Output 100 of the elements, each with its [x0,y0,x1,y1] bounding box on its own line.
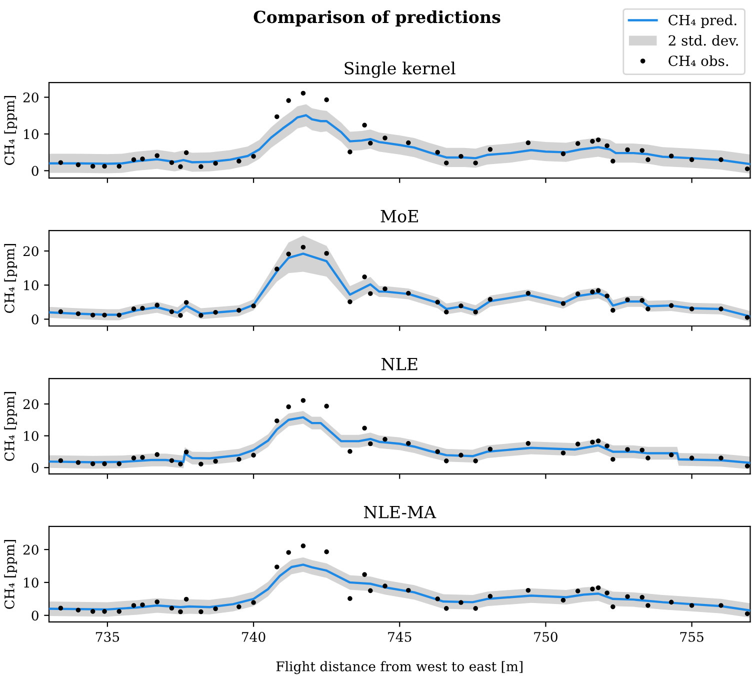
point [668,303,674,308]
point [640,298,645,303]
point [286,252,291,256]
point [444,458,449,464]
point [368,140,373,146]
point [286,98,291,103]
chart-subtitle: Single kernel [344,62,456,78]
y-tick-label: 20 [23,399,38,410]
point [236,308,242,313]
point [640,148,645,153]
point [610,158,616,164]
point [444,160,449,166]
point [300,398,306,403]
point [640,594,645,600]
point [689,456,694,460]
point [689,603,694,608]
y-tick-label: 0 [32,462,38,473]
point [368,588,373,594]
point [140,306,145,311]
point [718,456,724,460]
point [140,455,145,460]
point [169,606,174,611]
point [154,452,160,457]
point [458,600,464,605]
point [382,136,388,140]
point [102,312,107,318]
point [604,590,610,596]
point [178,462,183,467]
point [435,596,440,602]
point [154,599,160,604]
y-tick-label: 10 [24,578,38,588]
x-tick-label: 740 [242,632,266,642]
point [718,157,724,162]
point [169,458,174,464]
point [116,312,122,318]
y-tick-label: 0 [32,610,38,621]
point [625,297,630,302]
point [90,312,96,318]
point [744,464,750,468]
point [274,114,280,120]
point [76,311,81,316]
point [444,606,449,611]
point [744,166,750,172]
point [90,164,96,169]
point [575,141,580,146]
y-axis-title: CH₄ [ppm] [4,392,17,461]
chart-title: Comparison of predictions [254,10,500,26]
point [368,441,373,446]
point [744,315,750,320]
point [116,609,122,614]
point [198,164,204,170]
point [169,160,174,165]
point [90,609,96,614]
point [102,461,107,466]
point [406,290,411,296]
y-tick-label: 20 [23,246,38,256]
point [488,146,493,152]
chart-title: NLE [382,358,418,370]
point [362,572,367,577]
point [236,456,242,462]
point [198,609,204,614]
y-tick-label: 10 [24,431,38,441]
point [382,286,388,292]
point [178,164,183,170]
point [646,157,650,162]
point [251,600,256,605]
point [718,603,724,608]
point [184,300,189,305]
point [348,150,352,154]
point [668,452,674,458]
point [184,150,189,156]
point [58,309,64,314]
point [590,586,595,592]
point [58,458,64,464]
point [610,456,616,462]
point [324,549,329,554]
point [625,447,630,452]
y-tick-label: 10 [24,129,38,140]
point [590,138,595,144]
x-tick-label: 750 [534,632,558,642]
point [625,147,630,152]
chart-title: MoE [380,210,418,222]
point [744,611,750,616]
point [213,606,218,612]
point [668,154,674,158]
point [184,450,189,454]
point [131,306,136,312]
point [58,160,64,165]
point [362,426,367,431]
point [251,303,256,308]
point [348,299,352,304]
point [324,97,329,102]
point [300,544,306,548]
point [406,140,411,146]
y-axis-title: CH₄ [ppm] [4,540,17,609]
x-tick-label: 735 [96,632,120,642]
y-axis-title: CH₄ [ppm] [4,96,17,165]
x-axis-title: Flight distance from west to east [m] [276,661,522,674]
x-tick-label: 745 [388,632,412,642]
point [382,436,388,442]
